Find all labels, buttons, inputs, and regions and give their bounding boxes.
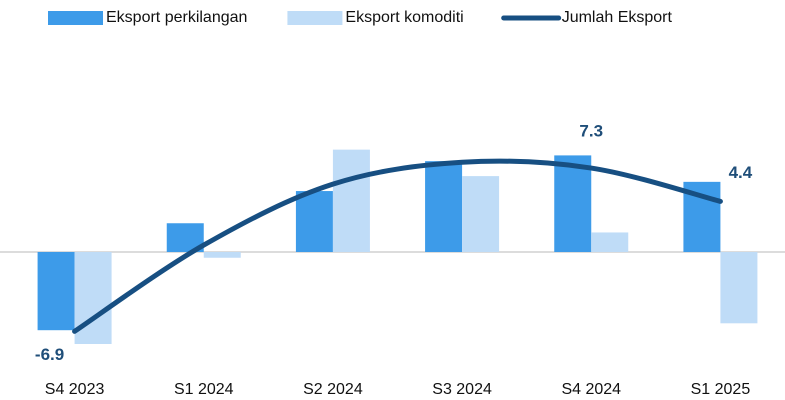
- bar: [554, 155, 592, 252]
- bar: [37, 252, 75, 331]
- x-tick-label: S1 2024: [174, 381, 234, 398]
- bar: [720, 252, 758, 324]
- x-tick-label: S2 2024: [303, 381, 363, 398]
- bar: [591, 232, 629, 252]
- legend-label: Eksport perkilangan: [106, 9, 247, 26]
- x-tick-label: S3 2024: [432, 381, 492, 398]
- line: [72, 158, 723, 334]
- bar: [425, 161, 463, 252]
- data-label: 7.3: [579, 122, 603, 141]
- x-tick-label: S4 2024: [561, 381, 621, 398]
- legend-label: Eksport komoditi: [345, 9, 463, 26]
- data-label: 4.4: [729, 163, 753, 182]
- x-tick-label: S1 2025: [691, 381, 751, 398]
- bar: [295, 191, 333, 252]
- bar: [332, 149, 370, 252]
- legend-swatch: [287, 11, 343, 25]
- legend-swatch: [48, 11, 103, 25]
- data-label: -6.9: [35, 345, 64, 364]
- bar: [203, 252, 241, 258]
- legend-label: Jumlah Eksport: [562, 9, 673, 26]
- bar: [462, 176, 500, 252]
- x-tick-label: S4 2023: [45, 381, 105, 398]
